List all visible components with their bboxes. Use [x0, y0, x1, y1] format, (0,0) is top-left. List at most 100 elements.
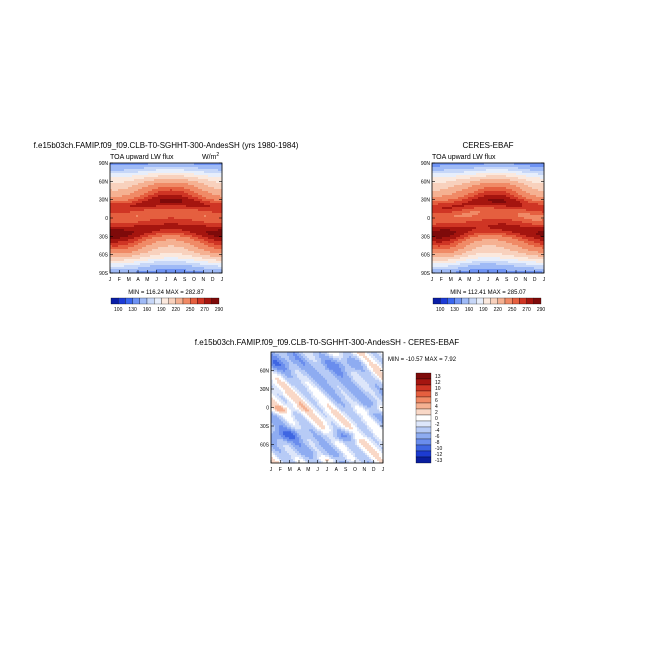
field-cell: [530, 173, 533, 176]
field-cell: [156, 229, 159, 232]
field-cell: [176, 163, 179, 166]
field-cell: [170, 243, 173, 246]
field-cell: [194, 231, 197, 234]
field-cell: [162, 205, 165, 208]
field-cell: [468, 165, 471, 168]
field-cell: [110, 213, 113, 216]
field-cell: [132, 207, 135, 210]
field-cell: [128, 269, 131, 272]
field-cell: [118, 205, 121, 208]
field-cell: [178, 173, 181, 176]
field-cell: [162, 221, 165, 224]
field-cell: [492, 195, 495, 198]
field-cell: [168, 185, 171, 188]
field-cell: [130, 255, 133, 258]
field-cell: [214, 235, 217, 238]
field-cell: [212, 257, 215, 260]
field-cell: [112, 241, 115, 244]
field-cell: [132, 271, 135, 274]
field-cell: [154, 221, 157, 224]
field-cell: [180, 179, 183, 182]
field-cell: [144, 241, 147, 244]
field-cell: [198, 217, 201, 220]
field-cell: [186, 239, 189, 242]
field-cell: [198, 223, 201, 226]
field-cell: [154, 203, 157, 206]
field-cell: [146, 219, 149, 222]
field-cell: [216, 247, 219, 250]
field-cell: [176, 239, 179, 242]
field-cell: [126, 257, 129, 260]
field-cell: [512, 189, 515, 192]
field-cell: [190, 197, 193, 200]
field-cell: [446, 169, 449, 172]
field-cell: [462, 197, 465, 200]
field-cell: [520, 185, 523, 188]
field-cell: [470, 171, 473, 174]
field-cell: [538, 163, 541, 166]
field-cell: [138, 219, 141, 222]
field-cell: [536, 173, 539, 176]
field-cell: [144, 163, 147, 166]
field-cell: [178, 215, 181, 218]
field-cell: [196, 183, 199, 186]
field-cell: [186, 193, 189, 196]
field-cell: [170, 203, 173, 206]
field-cell: [116, 255, 119, 258]
field-cell: [540, 181, 543, 184]
field-cell: [124, 197, 127, 200]
field-cell: [436, 163, 439, 166]
field-cell: [122, 253, 125, 256]
field-cell: [132, 209, 135, 212]
field-cell: [492, 171, 495, 174]
field-cell: [168, 213, 171, 216]
field-cell: [114, 239, 117, 242]
field-cell: [138, 223, 141, 226]
field-cell: [140, 207, 143, 210]
field-cell: [206, 193, 209, 196]
field-cell: [218, 253, 221, 256]
field-cell: [438, 203, 441, 206]
field-cell: [492, 165, 495, 168]
field-cell: [162, 207, 165, 210]
field-cell: [182, 183, 185, 186]
field-cell: [186, 229, 189, 232]
field-cell: [190, 209, 193, 212]
field-cell: [454, 199, 457, 202]
field-cell: [178, 221, 181, 224]
field-cell: [112, 187, 115, 190]
field-cell: [170, 173, 173, 176]
field-cell: [124, 185, 127, 188]
field-cell: [186, 167, 189, 170]
field-cell: [170, 181, 173, 184]
field-cell: [456, 173, 459, 176]
field-cell: [220, 177, 223, 180]
field-cell: [216, 175, 219, 178]
field-cell: [122, 235, 125, 238]
field-cell: [182, 245, 185, 248]
field-cell: [148, 251, 151, 254]
field-cell: [114, 181, 117, 184]
field-cell: [202, 177, 205, 180]
field-cell: [186, 185, 189, 188]
field-cell: [154, 249, 157, 252]
field-cell: [202, 253, 205, 256]
field-cell: [434, 183, 437, 186]
field-cell: [170, 233, 173, 236]
field-cell: [514, 201, 517, 204]
field-cell: [194, 261, 197, 264]
field-cell: [130, 235, 133, 238]
field-cell: [500, 163, 503, 166]
field-cell: [186, 261, 189, 264]
field-cell: [440, 197, 443, 200]
field-cell: [166, 239, 169, 242]
field-cell: [126, 181, 129, 184]
field-cell: [178, 209, 181, 212]
field-cell: [208, 253, 211, 256]
field-cell: [210, 235, 213, 238]
field-cell: [190, 213, 193, 216]
field-cell: [472, 175, 475, 178]
field-cell: [220, 269, 223, 272]
field-cell: [130, 191, 133, 194]
field-cell: [440, 191, 443, 194]
